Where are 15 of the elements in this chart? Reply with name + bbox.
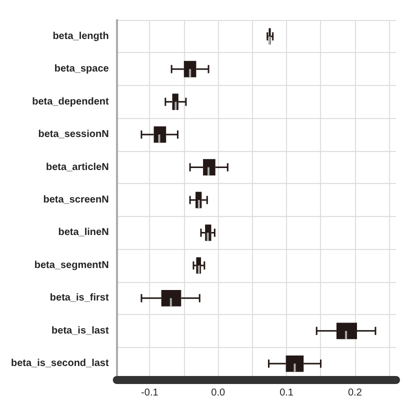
y-tick-label: beta_length [52, 30, 109, 42]
y-tick-label: beta_space [54, 64, 110, 75]
x-tick-label: -0.1 [141, 388, 159, 398]
y-tick-label: beta_is_second_last [11, 358, 110, 370]
y-tick-label: beta_dependent [32, 96, 110, 108]
x-tick-label: 0.2 [348, 388, 362, 398]
x-tick-label: 0.0 [211, 388, 226, 398]
y-tick-label: beta_screenN [43, 194, 109, 206]
y-tick-label: beta_is_last [52, 325, 110, 336]
y-tick-label: beta_articleN [46, 162, 109, 173]
y-tick-label: beta_segmentN [34, 260, 109, 271]
y-tick-label: beta_is_first [50, 292, 110, 304]
y-tick-label: beta_lineN [58, 227, 109, 238]
x-tick-label: 0.1 [280, 388, 294, 398]
y-tick-label: beta_sessionN [38, 129, 109, 140]
